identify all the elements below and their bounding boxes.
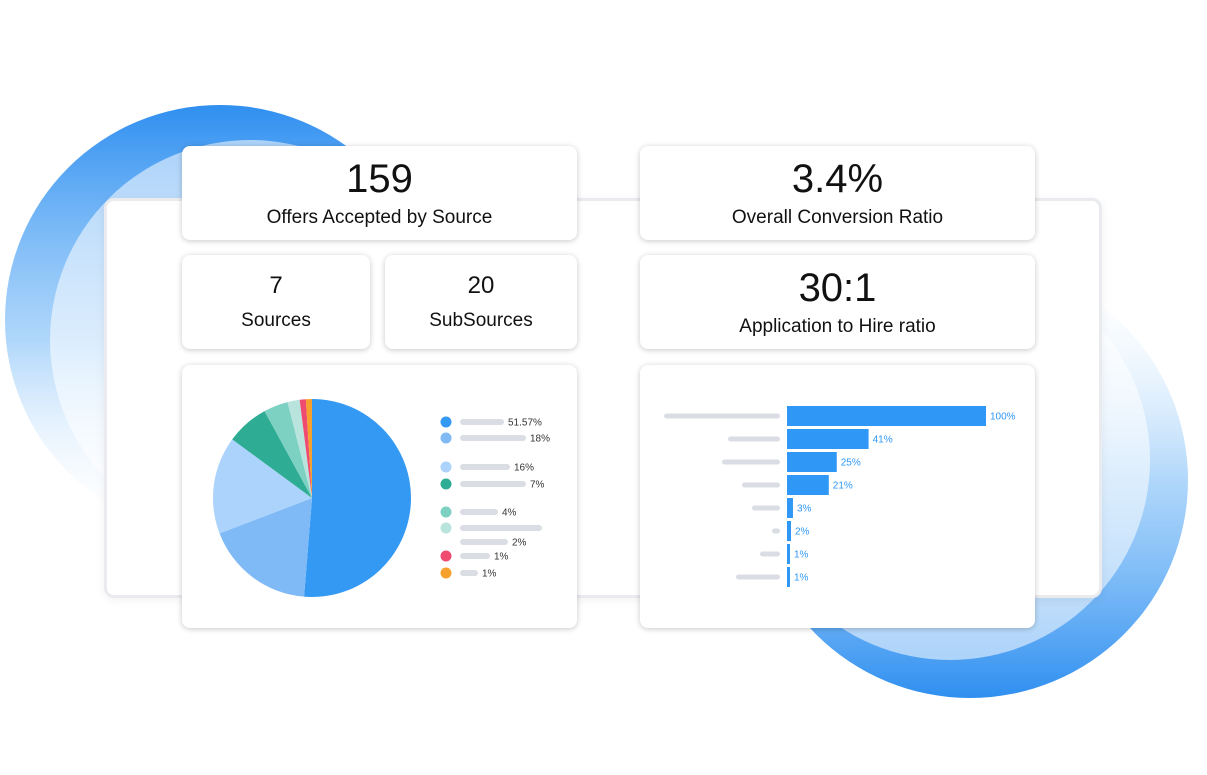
pie-slice-2[interactable] (219, 498, 312, 597)
legend-value-5: 4% (502, 508, 517, 519)
legend-value-8: 1% (494, 552, 509, 563)
bar-category-placeholder-3 (722, 459, 780, 465)
legend-label-placeholder-7 (460, 539, 508, 545)
sources-label: Sources (241, 310, 311, 331)
bar-value-label-6: 2% (795, 527, 810, 538)
bar-category-placeholder-5 (752, 505, 780, 511)
bar-category-placeholder-1 (664, 413, 780, 419)
legend-value-2: 18% (530, 434, 550, 445)
bar-chart-card[interactable]: 100% 41% 25% 21% 3% 2% 1% 1% (640, 365, 1035, 628)
legend-dot-2 (440, 432, 452, 444)
legend-dot-5 (440, 506, 452, 518)
bar-value-label-1: 100% (990, 412, 1016, 423)
legend-dot-3 (440, 461, 452, 473)
application-hire-value: 30:1 (798, 266, 877, 310)
legend-dot-9 (440, 567, 452, 579)
pie-slice-5[interactable] (264, 402, 312, 498)
legend-value-3: 16% (514, 463, 534, 474)
pie-slice-3[interactable] (213, 439, 312, 534)
bar-category-placeholder-8 (736, 574, 780, 580)
bar-5[interactable] (787, 498, 793, 518)
bar-value-label-5: 3% (797, 504, 812, 515)
legend-label-placeholder-8 (460, 553, 490, 559)
bar-value-label-4: 21% (833, 481, 853, 492)
subsources-value: 20 (467, 272, 495, 299)
sources-card[interactable]: 7 Sources (182, 255, 370, 349)
legend-label-placeholder-5 (460, 509, 498, 515)
legend-value-9: 1% (482, 569, 497, 580)
legend-label-placeholder-9 (460, 570, 478, 576)
legend-dot-6 (440, 522, 452, 534)
sources-value: 7 (269, 272, 283, 299)
pie-slice-7[interactable] (299, 399, 312, 498)
bar-value-label-2: 41% (873, 435, 893, 446)
pie-slice-6[interactable] (287, 399, 312, 498)
legend-value-1: 51.57% (508, 418, 542, 429)
bar-category-placeholder-7 (760, 551, 780, 557)
bar-7[interactable] (787, 544, 790, 564)
legend-value-4: 7% (530, 480, 545, 491)
offers-accepted-value: 159 (346, 157, 413, 201)
conversion-ratio-label: Overall Conversion Ratio (731, 207, 944, 228)
pie-slice-8[interactable] (305, 399, 312, 498)
legend-label-placeholder-1 (460, 419, 504, 425)
pie-chart: 51.57%18%16%7%4%2%1%1% (213, 399, 550, 597)
bar-category-placeholder-4 (742, 482, 780, 488)
bar-category-placeholder-6 (772, 528, 780, 534)
legend-value-7: 2% (512, 538, 527, 549)
bar-6[interactable] (787, 521, 791, 541)
bar-2[interactable] (787, 429, 869, 449)
pie-slice-1[interactable] (304, 399, 411, 597)
bar-1[interactable] (787, 406, 986, 426)
bar-value-label-8: 1% (794, 573, 809, 584)
legend-label-placeholder-3 (460, 464, 510, 470)
legend-label-placeholder-6 (460, 525, 542, 531)
legend-dot-8 (440, 550, 452, 562)
pie-chart-card[interactable]: 51.57% 18% 16% 7% 4% 2% 1% 1% (182, 365, 577, 628)
bar-4[interactable] (787, 475, 829, 495)
application-hire-label: Application to Hire ratio (739, 316, 936, 337)
bar-value-label-7: 1% (794, 550, 809, 561)
application-hire-card[interactable]: 30:1 Application to Hire ratio (640, 255, 1035, 349)
subsources-label: SubSources (429, 310, 533, 331)
bar-value-label-3: 25% (841, 458, 861, 469)
conversion-ratio-value: 3.4% (791, 157, 884, 201)
subsources-card[interactable]: 20 SubSources (385, 255, 577, 349)
offers-accepted-card[interactable]: 159 Offers Accepted by Source (182, 146, 577, 240)
bar-chart: 100% 41% 25% 21% 3% 2% 1% 1% (664, 406, 1016, 587)
bar-3[interactable] (787, 452, 837, 472)
legend-label-placeholder-4 (460, 481, 526, 487)
bar-8[interactable] (787, 567, 790, 587)
legend-dot-1 (440, 416, 452, 428)
pie-slice-4[interactable] (232, 411, 312, 498)
conversion-ratio-card[interactable]: 3.4% Overall Conversion Ratio (640, 146, 1035, 240)
legend-label-placeholder-2 (460, 435, 526, 441)
legend-dot-4 (440, 478, 452, 490)
bar-category-placeholder-2 (728, 436, 780, 442)
offers-accepted-label: Offers Accepted by Source (266, 207, 493, 228)
